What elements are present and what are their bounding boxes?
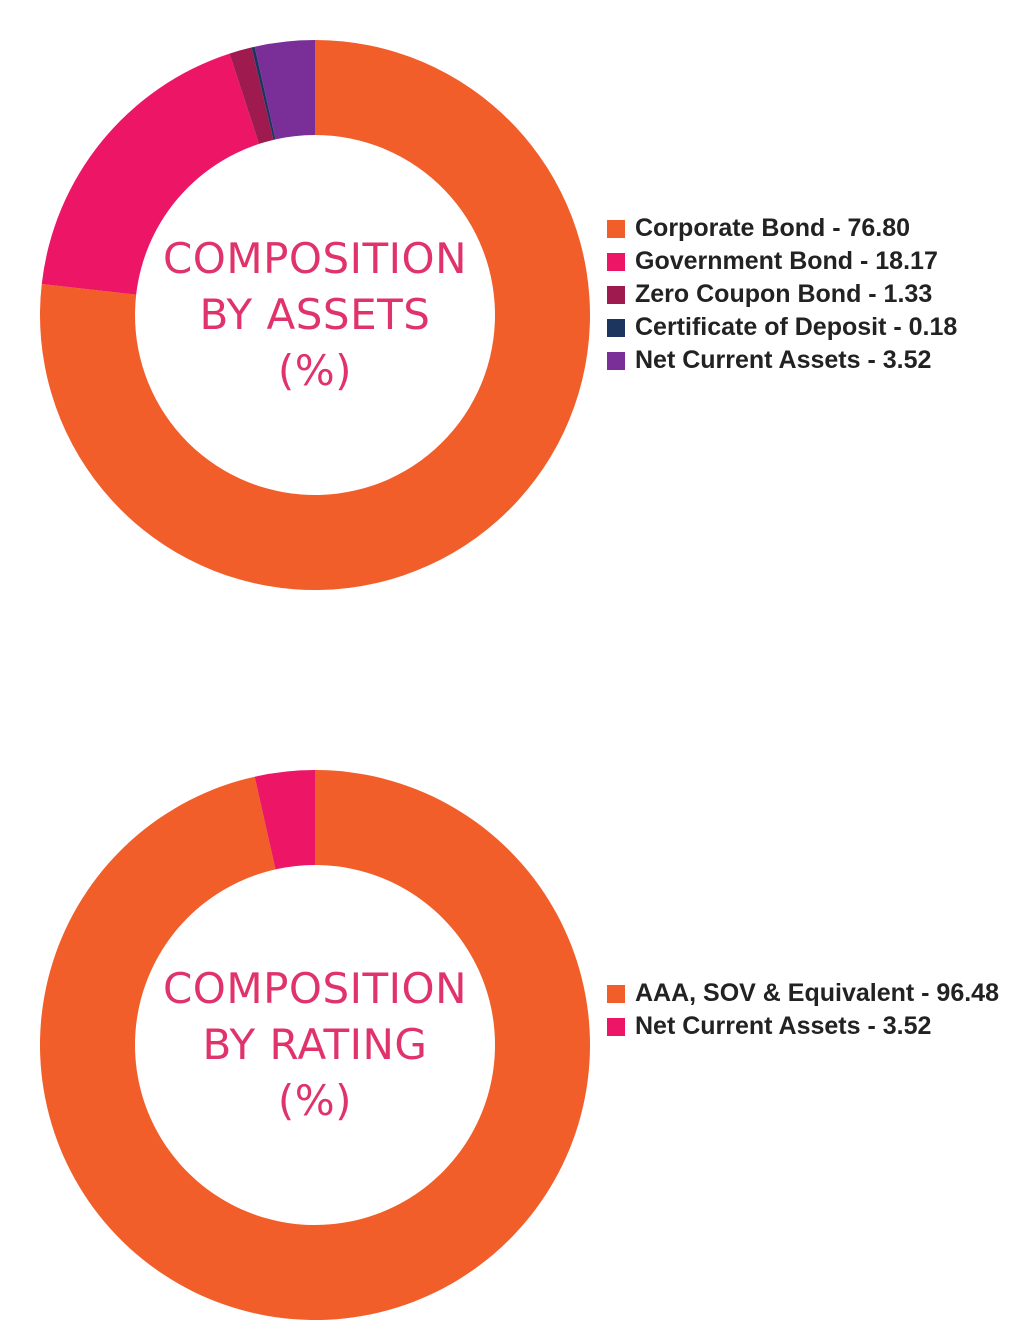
donut-slice-net-current-assets	[254, 40, 315, 140]
donut-slice-certificate-of-deposit	[251, 46, 276, 140]
donut-slice-government-bond	[41, 53, 260, 295]
donut-slice-zero-coupon-bond	[229, 47, 274, 144]
legend-label: Net Current Assets - 3.52	[635, 346, 932, 374]
rating-title-line-3: (%)	[277, 1076, 353, 1125]
legend-item-net-current-assets: Net Current Assets - 3.52	[607, 344, 1017, 377]
assets-chart-title: COMPOSITION BY ASSETS (%)	[30, 30, 600, 600]
legend-swatch	[607, 253, 625, 271]
legend-item-aaa-sov-equivalent: AAA, SOV & Equivalent - 96.48	[607, 977, 1017, 1010]
legend-swatch	[607, 1018, 625, 1036]
legend-label: Zero Coupon Bond - 1.33	[635, 280, 933, 308]
rating-donut-svg	[39, 770, 590, 1320]
assets-title-line-1: COMPOSITION	[162, 234, 468, 283]
rating-title-line-1: COMPOSITION	[162, 964, 468, 1013]
assets-title-line-3: (%)	[277, 346, 353, 395]
rating-chart-title: COMPOSITION BY RATING (%)	[30, 760, 600, 1330]
legend-label: Corporate Bond - 76.80	[635, 214, 911, 242]
legend-swatch	[607, 352, 625, 370]
assets-donut-chart: COMPOSITION BY ASSETS (%)	[30, 30, 600, 600]
legend-swatch	[607, 286, 625, 304]
legend-item-zero-coupon-bond: Zero Coupon Bond - 1.33	[607, 278, 1017, 311]
assets-donut-svg	[39, 40, 591, 590]
legend-item-government-bond: Government Bond - 18.17	[607, 245, 1017, 278]
legend-label: Certificate of Deposit - 0.18	[635, 313, 958, 341]
legend-swatch	[607, 220, 625, 238]
legend-swatch	[607, 319, 625, 337]
donut-slice-corporate-bond	[39, 40, 591, 590]
legend-label: Net Current Assets - 3.52	[635, 1012, 932, 1040]
legend-item-net-current-assets: Net Current Assets - 3.52	[607, 1010, 1017, 1043]
donut-slice-net-current-assets	[254, 770, 315, 870]
assets-legend: Corporate Bond - 76.80 Government Bond -…	[607, 212, 1017, 377]
rating-title-line-2: BY RATING	[202, 1020, 428, 1069]
legend-label: Government Bond - 18.17	[635, 247, 938, 275]
legend-item-certificate-of-deposit: Certificate of Deposit - 0.18	[607, 311, 1017, 344]
legend-label: AAA, SOV & Equivalent - 96.48	[635, 979, 999, 1007]
legend-swatch	[607, 985, 625, 1003]
legend-item-corporate-bond: Corporate Bond - 76.80	[607, 212, 1017, 245]
rating-donut-chart: COMPOSITION BY RATING (%)	[30, 760, 600, 1330]
assets-title-line-2: BY ASSETS	[199, 290, 431, 339]
donut-slice-aaa-sov-equivalent	[39, 770, 590, 1320]
rating-legend: AAA, SOV & Equivalent - 96.48 Net Curren…	[607, 977, 1017, 1043]
